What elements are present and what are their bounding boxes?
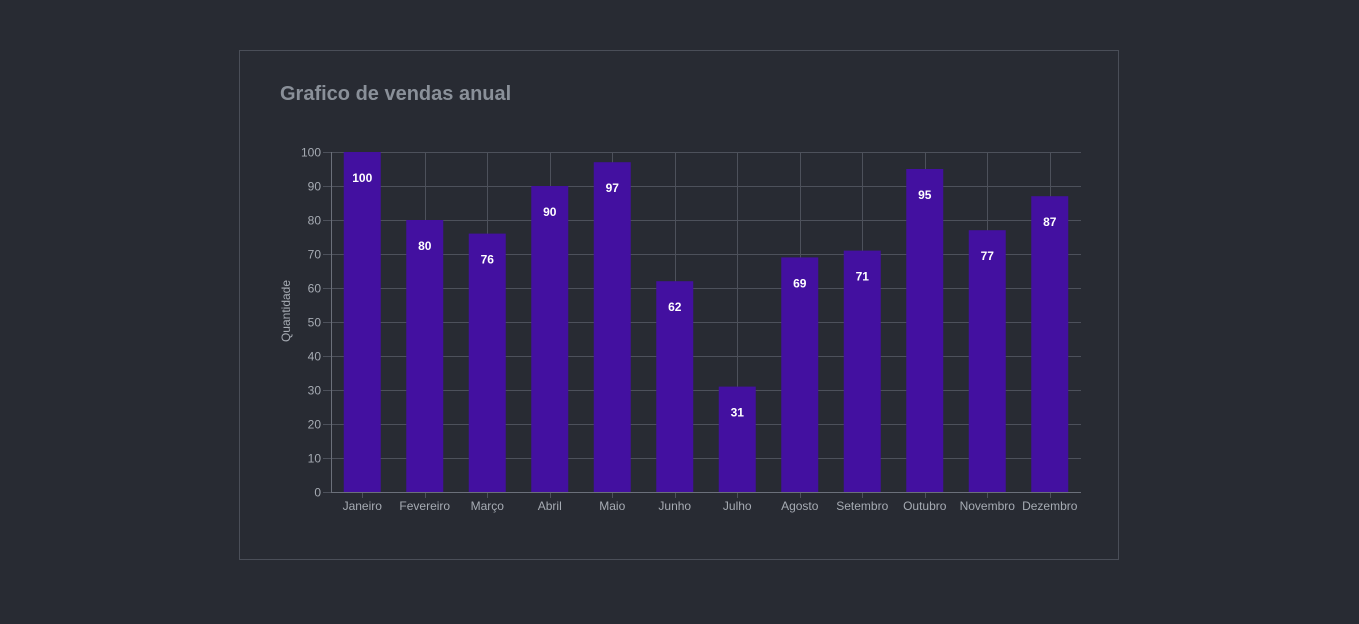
bar xyxy=(1031,196,1069,492)
data-label: 69 xyxy=(793,276,807,290)
data-labels: 100 80 76 90 97 62 31 69 71 95 77 87 xyxy=(352,171,1057,420)
y-tick-label: 20 xyxy=(308,418,322,432)
x-tick-label: Novembro xyxy=(960,499,1016,513)
data-label: 97 xyxy=(606,181,620,195)
y-tick-label: 0 xyxy=(314,486,321,500)
x-tick-label: Julho xyxy=(723,499,752,513)
bar xyxy=(468,233,506,492)
data-label: 62 xyxy=(668,300,682,314)
bar xyxy=(843,250,881,492)
y-tick-label: 80 xyxy=(308,214,322,228)
bar xyxy=(906,169,944,492)
y-axis-label: Quantidade xyxy=(279,280,293,342)
bar-chart: 100 80 76 90 97 62 31 69 71 95 77 87 0 10 20 30 40 50 60 7… xyxy=(279,146,1081,513)
bar xyxy=(343,152,381,492)
bar xyxy=(593,162,631,492)
bar xyxy=(406,220,444,492)
data-label: 100 xyxy=(352,171,372,185)
x-tick-label: Abril xyxy=(538,499,562,513)
data-label: 80 xyxy=(418,239,432,253)
x-tick-label: Fevereiro xyxy=(399,499,450,513)
x-tick-label: Maio xyxy=(599,499,625,513)
x-tick-label: Junho xyxy=(658,499,691,513)
bar xyxy=(781,257,819,492)
x-tick-label: Setembro xyxy=(836,499,888,513)
data-label: 95 xyxy=(918,188,932,202)
data-label: 87 xyxy=(1043,215,1057,229)
x-tick-label: Março xyxy=(471,499,505,513)
chart-card: Grafico de vendas anual 100 80 76 90 97 62 31 6… xyxy=(239,50,1119,560)
axes: 0 10 20 30 40 50 60 70 80 90 100 Janeiro Fevereiro Ma… xyxy=(301,146,1081,513)
y-tick-label: 90 xyxy=(308,180,322,194)
data-label: 31 xyxy=(731,406,745,420)
y-tick-label: 70 xyxy=(308,248,322,262)
y-tick-label: 30 xyxy=(308,384,322,398)
y-tick-label: 60 xyxy=(308,282,322,296)
y-tick-label: 50 xyxy=(308,316,322,330)
y-tick-label: 10 xyxy=(308,452,322,466)
bar xyxy=(718,386,756,492)
y-tick-label: 40 xyxy=(308,350,322,364)
data-label: 71 xyxy=(856,270,870,284)
bar xyxy=(656,281,694,492)
data-label: 90 xyxy=(543,205,557,219)
x-tick-label: Agosto xyxy=(781,499,819,513)
bars xyxy=(343,152,1069,492)
x-tick-label: Dezembro xyxy=(1022,499,1078,513)
data-label: 76 xyxy=(481,253,495,267)
bar xyxy=(968,230,1006,492)
x-tick-label: Outubro xyxy=(903,499,947,513)
bar xyxy=(531,186,569,492)
chart-title: Grafico de vendas anual xyxy=(280,83,512,105)
data-label: 77 xyxy=(981,249,995,263)
y-tick-label: 100 xyxy=(301,146,321,160)
x-tick-label: Janeiro xyxy=(343,499,383,513)
